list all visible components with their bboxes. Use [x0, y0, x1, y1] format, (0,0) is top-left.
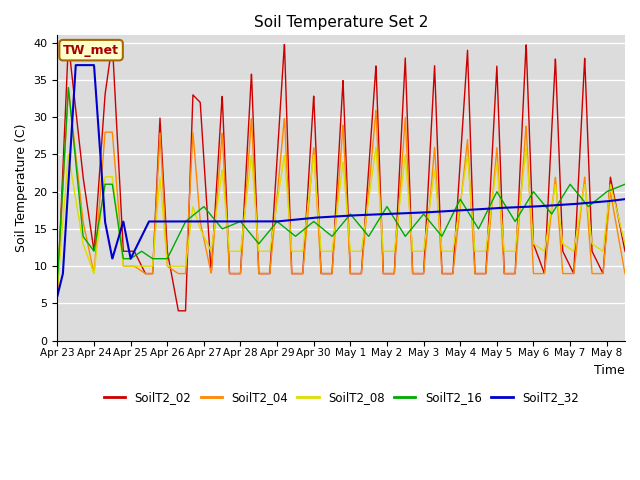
Text: TW_met: TW_met [63, 44, 119, 57]
Title: Soil Temperature Set 2: Soil Temperature Set 2 [254, 15, 428, 30]
X-axis label: Time: Time [595, 364, 625, 377]
Y-axis label: Soil Temperature (C): Soil Temperature (C) [15, 124, 28, 252]
Legend: SoilT2_02, SoilT2_04, SoilT2_08, SoilT2_16, SoilT2_32: SoilT2_02, SoilT2_04, SoilT2_08, SoilT2_… [99, 386, 584, 408]
